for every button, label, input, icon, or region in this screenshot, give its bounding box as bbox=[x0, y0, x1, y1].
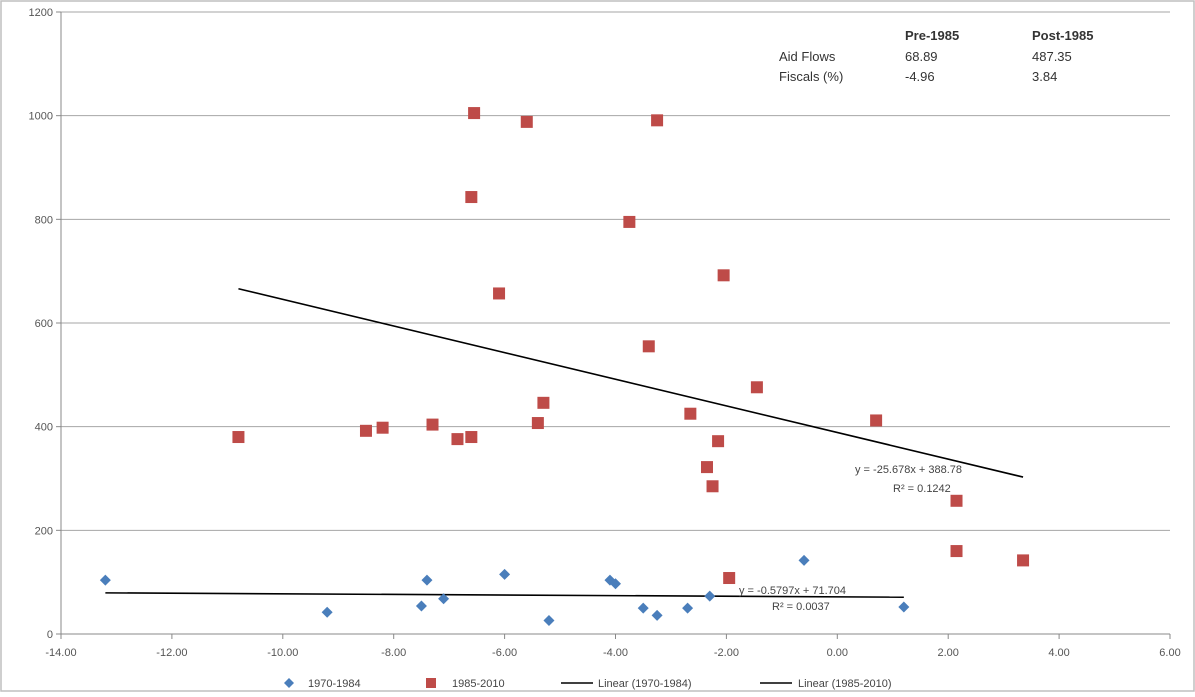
y-tick-label: 1000 bbox=[29, 111, 53, 123]
trendline-1985-2010 bbox=[238, 287, 1024, 478]
data-point-1985-2010 bbox=[870, 414, 883, 427]
data-point-1985-2010 bbox=[706, 480, 719, 493]
x-tick-label: -6.00 bbox=[492, 647, 517, 659]
data-point-1985-2010 bbox=[684, 407, 697, 420]
y-tick-label: 400 bbox=[35, 422, 53, 434]
equation-1985-2010: y = -25.678x + 388.78 bbox=[855, 464, 962, 476]
data-point-1985-2010 bbox=[359, 424, 372, 437]
x-tick-label: 0.00 bbox=[827, 647, 848, 659]
legend: 1970-1984 1985-2010 Linear (1970-1984) L… bbox=[284, 678, 892, 690]
data-point-1985-2010 bbox=[520, 115, 533, 128]
data-point-1985-2010 bbox=[465, 431, 478, 444]
data-points bbox=[99, 107, 1030, 627]
data-point-1970-1984 bbox=[704, 590, 716, 602]
data-point-1970-1984 bbox=[898, 601, 910, 613]
data-point-1970-1984 bbox=[651, 609, 663, 621]
data-point-1985-2010 bbox=[700, 461, 713, 474]
gridlines bbox=[61, 11, 1170, 531]
x-tick-label: 6.00 bbox=[1159, 647, 1180, 659]
data-point-1985-2010 bbox=[723, 572, 736, 585]
trendline-equations: y = -25.678x + 388.78 R² = 0.1242 y = -0… bbox=[739, 464, 962, 613]
data-point-1970-1984 bbox=[421, 574, 433, 586]
data-point-1985-2010 bbox=[642, 340, 655, 353]
data-point-1970-1984 bbox=[637, 602, 649, 614]
legend-label-linear-1985-2010: Linear (1985-2010) bbox=[798, 678, 892, 690]
legend-label-1970-1984: 1970-1984 bbox=[308, 678, 361, 690]
data-point-1985-2010 bbox=[468, 107, 481, 120]
y-axis-ticks: 0 200 400 600 800 1000 1200 bbox=[29, 7, 53, 641]
equation-1970-1984: y = -0.5797x + 71.704 bbox=[739, 585, 846, 597]
data-point-1985-2010 bbox=[712, 435, 725, 448]
data-point-1985-2010 bbox=[651, 114, 664, 127]
data-point-1985-2010 bbox=[232, 431, 245, 444]
data-point-1985-2010 bbox=[426, 418, 439, 431]
legend-marker-1985-2010 bbox=[426, 678, 436, 688]
y-tick-label: 600 bbox=[35, 318, 53, 330]
y-tick-label: 0 bbox=[47, 629, 53, 641]
y-tick-label: 800 bbox=[35, 214, 53, 226]
data-point-1970-1984 bbox=[99, 574, 111, 586]
x-tick-label: -8.00 bbox=[381, 647, 406, 659]
x-tick-label: -2.00 bbox=[714, 647, 739, 659]
table-cell-fiscals-post: 3.84 bbox=[1032, 69, 1057, 84]
data-point-1970-1984 bbox=[321, 606, 333, 618]
x-axis-ticks: -14.00 -12.00 -10.00 -8.00 -6.00 -4.00 -2.00 0.… bbox=[45, 647, 1180, 659]
table-header-pre: Pre-1985 bbox=[905, 28, 959, 43]
x-tick-label: 4.00 bbox=[1048, 647, 1069, 659]
table-row-label-aid: Aid Flows bbox=[779, 49, 836, 64]
y-tick-label: 1200 bbox=[29, 7, 53, 19]
data-point-1970-1984 bbox=[499, 568, 511, 580]
legend-label-linear-1970-1984: Linear (1970-1984) bbox=[598, 678, 692, 690]
data-point-1985-2010 bbox=[376, 421, 389, 434]
table-cell-fiscals-pre: -4.96 bbox=[905, 69, 935, 84]
table-header-post: Post-1985 bbox=[1032, 28, 1093, 43]
table-cell-aid-post: 487.35 bbox=[1032, 49, 1072, 64]
x-tick-label: -4.00 bbox=[603, 647, 628, 659]
data-point-1985-2010 bbox=[493, 287, 506, 300]
r2-1970-1984: R² = 0.0037 bbox=[772, 601, 830, 613]
data-point-1985-2010 bbox=[531, 417, 544, 430]
data-point-1985-2010 bbox=[950, 545, 963, 558]
x-tick-label: -10.00 bbox=[267, 647, 298, 659]
x-tick-label: 2.00 bbox=[937, 647, 958, 659]
data-point-1985-2010 bbox=[950, 494, 963, 507]
data-point-1970-1984 bbox=[798, 554, 810, 566]
legend-marker-1970-1984 bbox=[284, 678, 294, 688]
table-cell-aid-pre: 68.89 bbox=[905, 49, 938, 64]
data-point-1985-2010 bbox=[537, 396, 550, 409]
data-point-1985-2010 bbox=[623, 215, 636, 228]
data-point-1985-2010 bbox=[451, 433, 464, 446]
x-tick-label: -14.00 bbox=[45, 647, 76, 659]
data-point-1970-1984 bbox=[543, 615, 555, 627]
data-point-1985-2010 bbox=[717, 269, 730, 282]
legend-label-1985-2010: 1985-2010 bbox=[452, 678, 505, 690]
trendline-1970-1984 bbox=[105, 592, 904, 598]
data-point-1970-1984 bbox=[610, 578, 621, 590]
data-point-1985-2010 bbox=[750, 381, 763, 394]
summary-table: Pre-1985 Post-1985 Aid Flows 68.89 487.3… bbox=[779, 28, 1093, 84]
data-point-1985-2010 bbox=[1017, 554, 1030, 567]
r2-1985-2010: R² = 0.1242 bbox=[893, 483, 951, 495]
trendlines bbox=[105, 287, 1024, 598]
axes bbox=[56, 11, 1171, 639]
data-point-1970-1984 bbox=[415, 600, 427, 612]
y-tick-label: 200 bbox=[35, 525, 53, 537]
data-point-1985-2010 bbox=[465, 191, 478, 204]
data-point-1970-1984 bbox=[438, 593, 450, 605]
table-row-label-fiscals: Fiscals (%) bbox=[779, 69, 843, 84]
data-point-1970-1984 bbox=[682, 602, 694, 614]
x-tick-label: -12.00 bbox=[156, 647, 187, 659]
